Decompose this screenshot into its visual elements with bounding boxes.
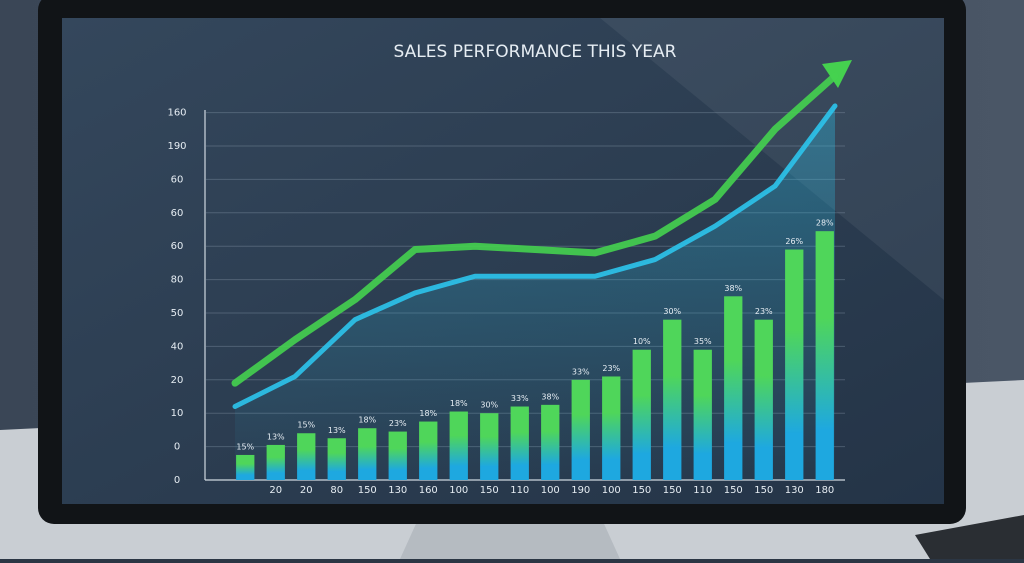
bar-label: 13% xyxy=(267,432,285,441)
x-tick-label: 150 xyxy=(663,485,682,496)
y-tick-label: 10 xyxy=(171,408,184,419)
x-tick-label: 150 xyxy=(724,485,743,496)
bar xyxy=(266,444,285,480)
bar-label: 38% xyxy=(724,284,742,293)
y-tick-label: 60 xyxy=(171,174,184,185)
bar-label: 15% xyxy=(297,421,315,430)
bar xyxy=(449,411,468,480)
bar xyxy=(236,454,255,480)
x-tick-label: 150 xyxy=(358,485,377,496)
stand xyxy=(400,515,620,559)
bar xyxy=(358,428,377,480)
bar-label: 18% xyxy=(419,409,437,418)
x-tick-label: 100 xyxy=(602,485,621,496)
glare xyxy=(600,18,944,300)
bar-label: 28% xyxy=(816,219,834,228)
bar-label: 23% xyxy=(602,364,620,373)
x-tick-label: 110 xyxy=(510,485,529,496)
y-tick-label: 80 xyxy=(171,275,184,286)
bar xyxy=(632,349,651,480)
bar xyxy=(297,433,316,480)
x-tick-label: 20 xyxy=(300,485,313,496)
bar-label: 18% xyxy=(358,416,376,425)
y-tick-label: 40 xyxy=(171,341,184,352)
bar xyxy=(754,319,773,480)
x-tick-label: 180 xyxy=(815,485,834,496)
line-series xyxy=(231,72,839,387)
bar-label: 15% xyxy=(236,442,254,451)
bar-label: 18% xyxy=(450,399,468,408)
chart-title: SALES PERFORMANCE THIS YEAR xyxy=(394,42,677,62)
bar-label: 35% xyxy=(694,337,712,346)
bar-label: 23% xyxy=(755,307,773,316)
x-tick-label: 100 xyxy=(541,485,560,496)
bar xyxy=(327,438,346,480)
x-tick-label: 160 xyxy=(419,485,438,496)
x-tick-label: 80 xyxy=(330,485,343,496)
bar xyxy=(693,349,712,480)
x-tick-label: 110 xyxy=(693,485,712,496)
area xyxy=(235,105,835,481)
y-tick-label: 0 xyxy=(174,442,180,453)
bar xyxy=(480,413,499,480)
x-tick-label: 130 xyxy=(785,485,804,496)
x-tick-label: 150 xyxy=(632,485,651,496)
y-tick-label: 60 xyxy=(171,208,184,219)
x-tick-label: 130 xyxy=(388,485,407,496)
bar xyxy=(663,319,682,480)
y-tick-label: 190 xyxy=(167,141,186,152)
bar xyxy=(541,404,560,480)
x-tick-label: 20 xyxy=(269,485,282,496)
bar-label: 33% xyxy=(572,367,590,376)
bar-label: 23% xyxy=(389,419,407,428)
x-tick-label: 190 xyxy=(571,485,590,496)
bar-label: 10% xyxy=(633,337,651,346)
x-tick-label: 150 xyxy=(754,485,773,496)
y-tick-label: 20 xyxy=(171,375,184,386)
y-tick-label: 160 xyxy=(167,108,186,119)
line-series xyxy=(232,103,838,410)
bar xyxy=(815,231,834,480)
bar-label: 26% xyxy=(785,237,803,246)
bar xyxy=(419,421,438,480)
bar-label: 30% xyxy=(480,401,498,410)
x-tick-label: 150 xyxy=(480,485,499,496)
bar xyxy=(388,431,407,480)
y-tick-label: 60 xyxy=(171,241,184,252)
y-tick-label: 50 xyxy=(171,308,184,319)
bar xyxy=(510,406,529,480)
keyboard xyxy=(915,515,1024,559)
bar-label: 30% xyxy=(663,307,681,316)
bar xyxy=(724,296,743,480)
bar-label: 13% xyxy=(328,426,346,435)
bar xyxy=(602,376,621,480)
bar xyxy=(571,379,590,480)
bar-label: 33% xyxy=(511,394,529,403)
bar-label: 38% xyxy=(541,392,559,401)
bar xyxy=(785,249,804,480)
x-tick-label: 100 xyxy=(449,485,468,496)
y-tick-label: 0 xyxy=(174,475,180,486)
